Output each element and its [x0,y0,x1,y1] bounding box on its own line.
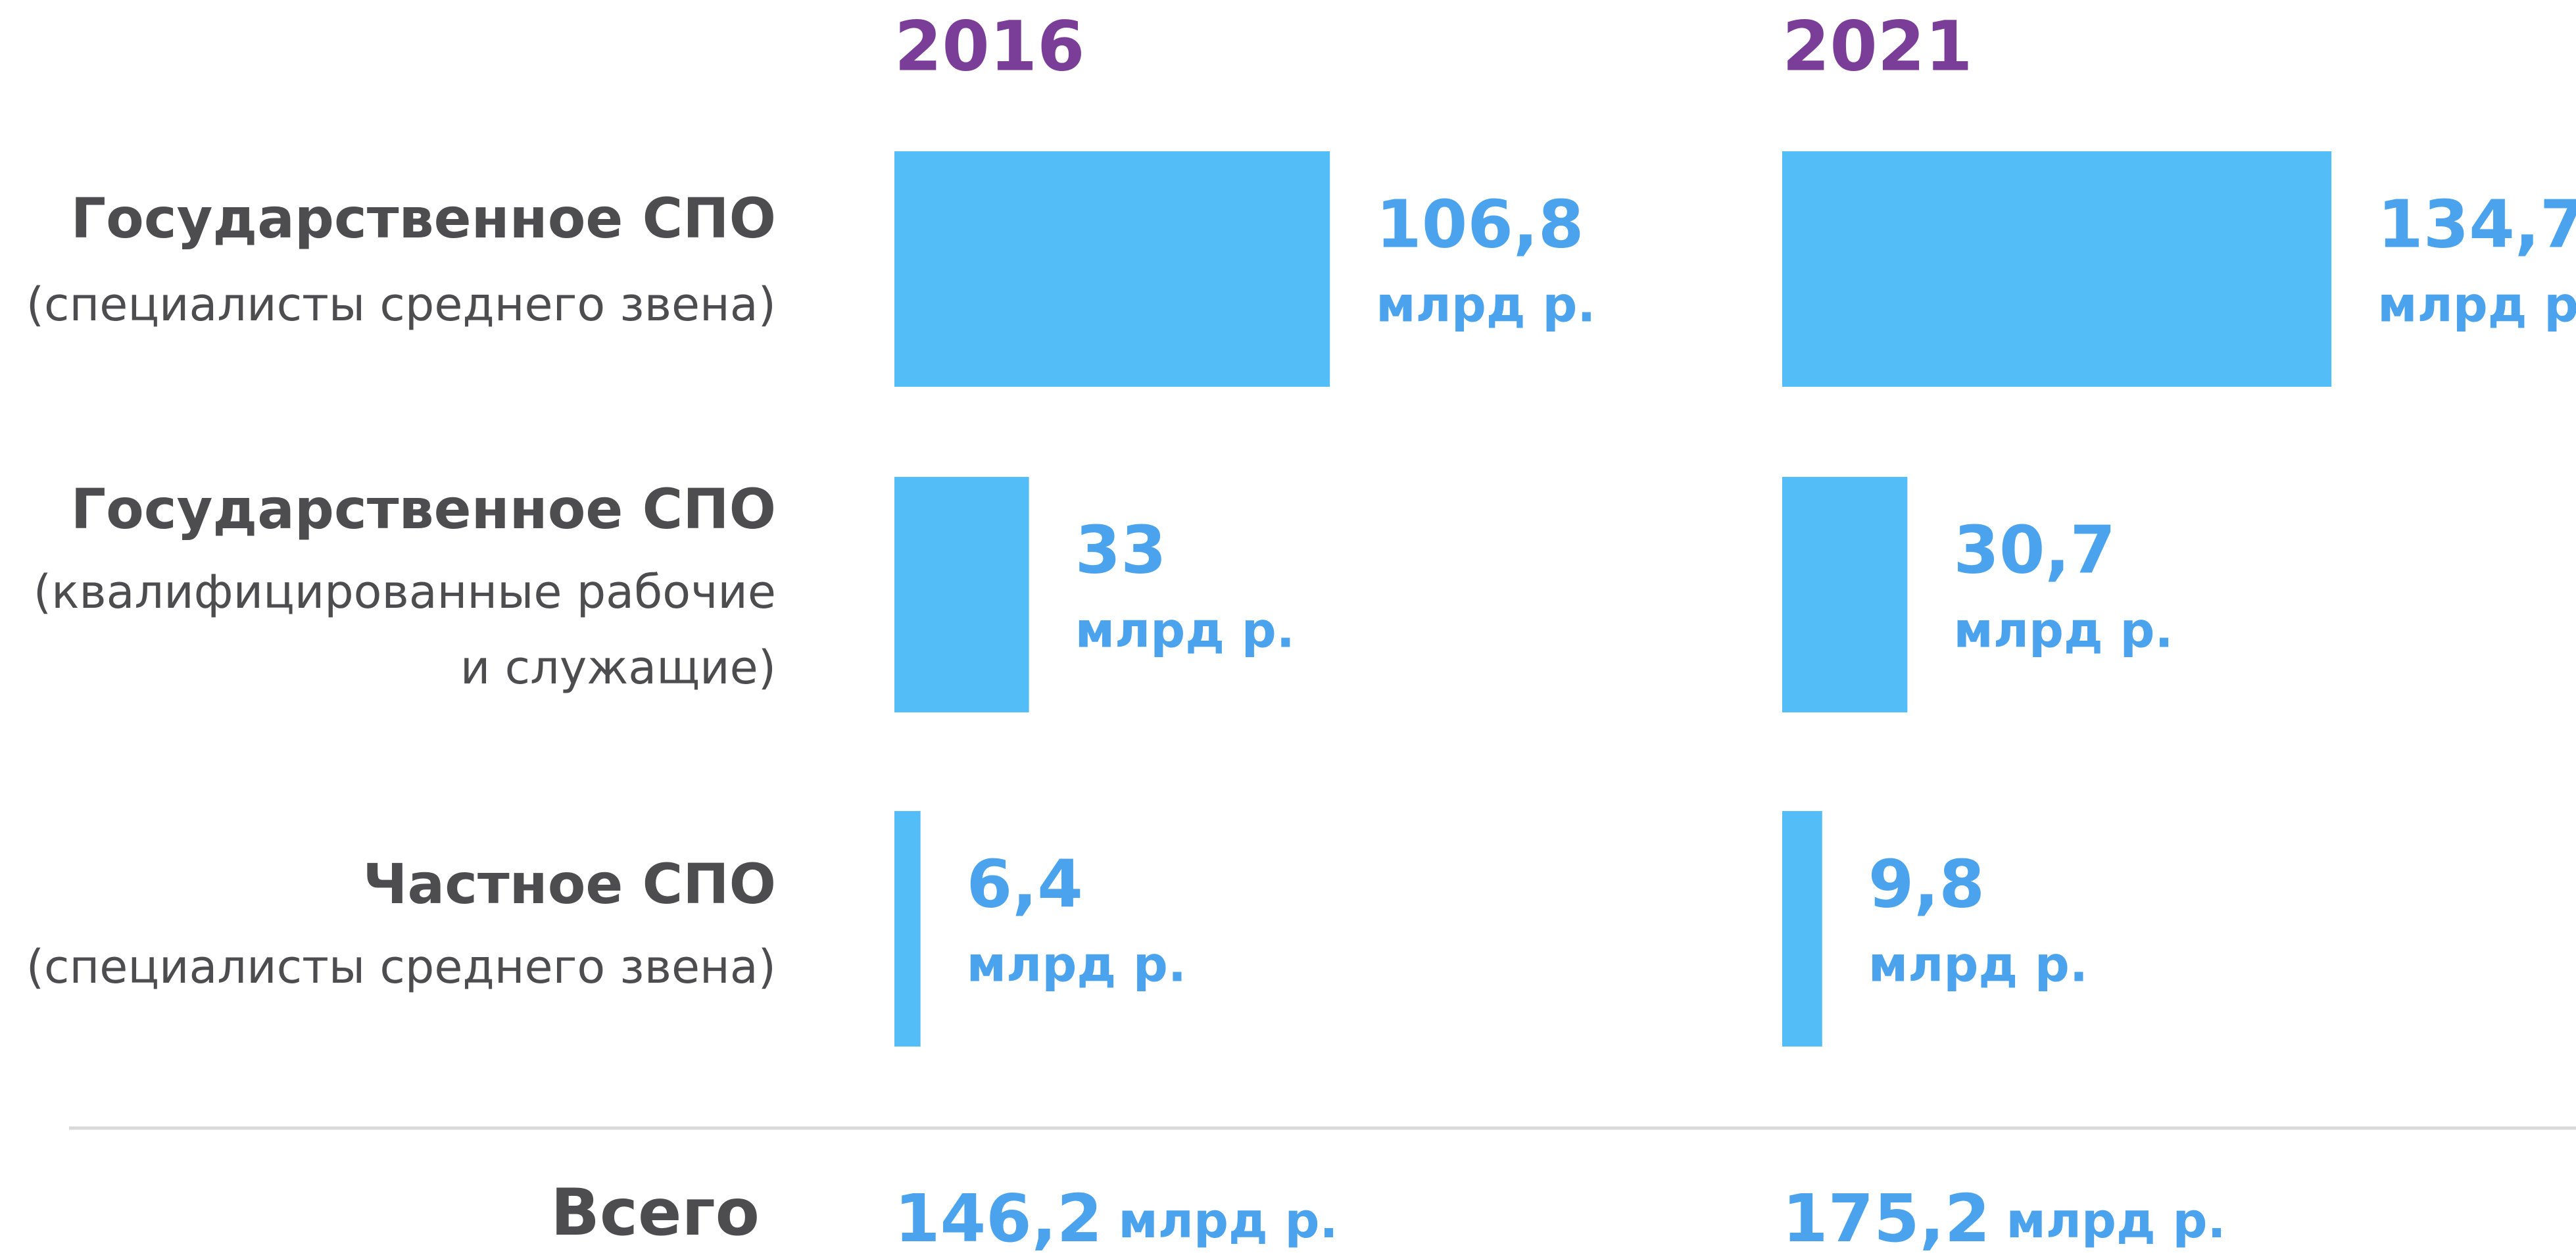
value-unit: млрд р. [1953,603,2173,659]
value-label: 33 [1075,511,1167,588]
bar [894,811,921,1047]
value-label: 30,7 [1953,511,2116,588]
value-unit: млрд р. [967,937,1186,993]
bar [1782,477,1908,712]
total-title: Всего [550,1175,760,1250]
category-note: (специалисты среднего звена) [26,278,776,332]
total-value: 175,2 млрд р. [1782,1180,2226,1257]
value-unit: млрд р. [1376,277,1595,333]
value-unit: млрд р. [1075,603,1295,659]
total-number: 146,2 [894,1180,1102,1257]
value-label: 134,7 [2377,185,2576,262]
total-number: 175,2 [1782,1180,1990,1257]
category-note: и служащие) [460,641,776,695]
bar [894,477,1029,712]
category-note: (специалисты среднего звена) [26,940,776,994]
bar [1782,151,2332,387]
bar [1782,811,1822,1047]
total-unit: млрд р. [2006,1193,2225,1249]
value-label: 106,8 [1376,185,1584,262]
year-title: 2021 [1782,6,1972,86]
category-label: Частное СПО [363,852,776,916]
category-note: (квалифицированные рабочие [34,565,776,619]
value-label: 6,4 [967,845,1083,922]
category-label: Государственное СПО [71,186,776,251]
value-unit: млрд р. [2377,277,2576,333]
total-unit: млрд р. [1118,1193,1338,1249]
year-title: 2016 [894,6,1084,86]
value-unit: млрд р. [1868,937,2088,993]
total-value: 146,2 млрд р. [894,1180,1338,1257]
value-label: 9,8 [1868,845,1985,922]
category-label: Государственное СПО [71,477,776,541]
bar [894,151,1330,387]
